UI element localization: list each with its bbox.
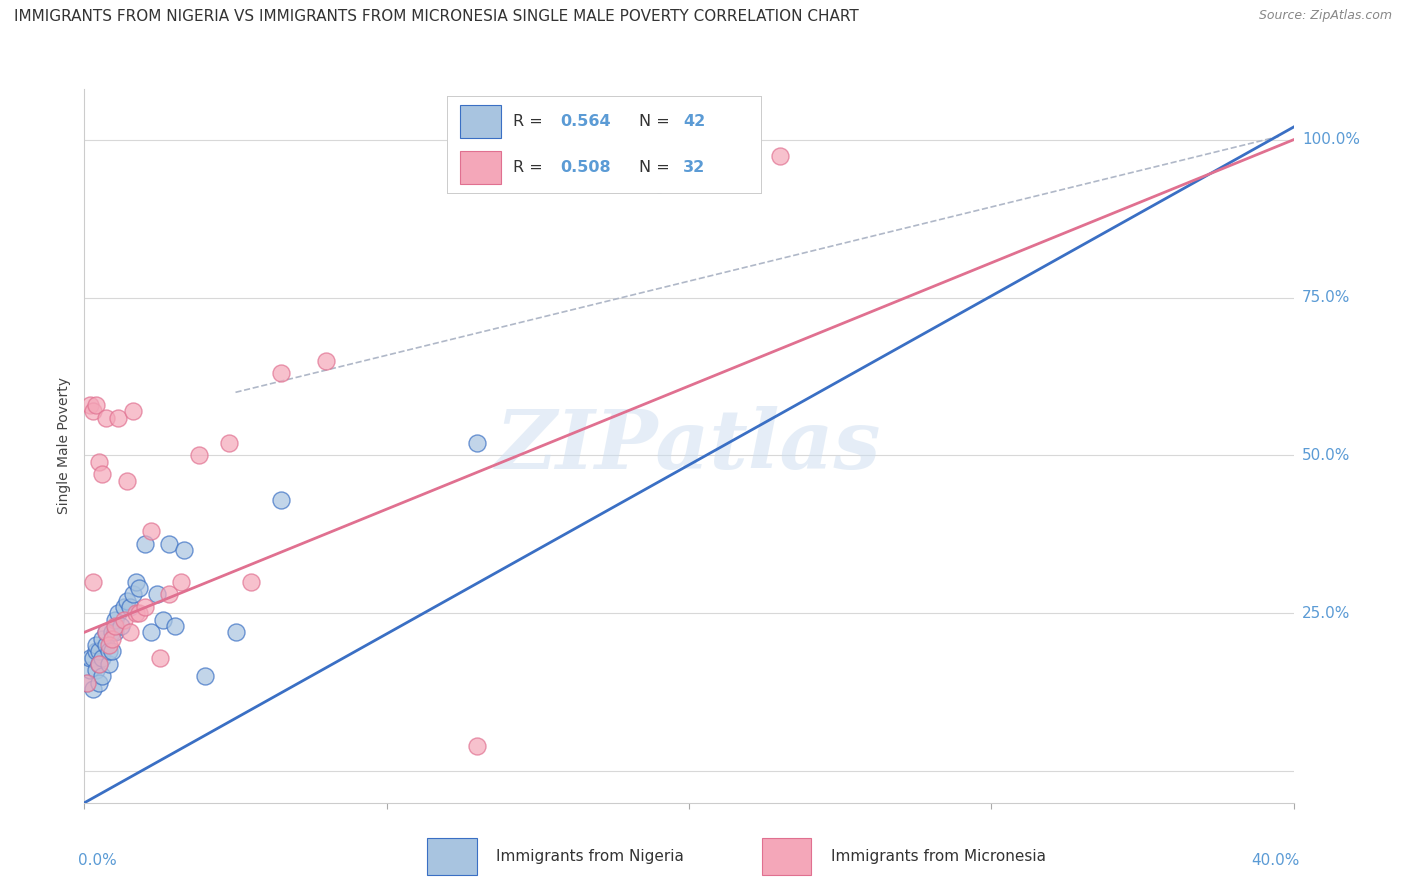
Point <box>270 492 292 507</box>
Point <box>86 398 108 412</box>
Point <box>86 663 108 677</box>
Point <box>91 467 114 482</box>
Text: 25.0%: 25.0% <box>1302 606 1350 621</box>
Point <box>139 625 162 640</box>
Point <box>100 625 122 640</box>
Point <box>112 600 135 615</box>
Point <box>97 657 120 671</box>
Point <box>89 657 111 671</box>
Point <box>239 574 262 589</box>
Point <box>467 435 489 450</box>
Point <box>97 638 120 652</box>
Point <box>149 650 172 665</box>
Bar <box>427 838 477 875</box>
Point <box>225 625 247 640</box>
Point <box>188 449 211 463</box>
Point <box>76 675 98 690</box>
Point <box>115 593 138 607</box>
Point <box>152 613 174 627</box>
Y-axis label: Single Male Poverty: Single Male Poverty <box>58 377 72 515</box>
Point <box>104 625 127 640</box>
Point <box>315 353 337 368</box>
Point <box>121 404 143 418</box>
Point <box>89 657 111 671</box>
Text: ZIPatlas: ZIPatlas <box>496 406 882 486</box>
Point <box>112 613 135 627</box>
Text: 75.0%: 75.0% <box>1302 290 1350 305</box>
Point <box>94 625 117 640</box>
Point <box>467 739 489 753</box>
Point <box>134 537 156 551</box>
Point <box>82 682 104 697</box>
Text: 100.0%: 100.0% <box>1302 132 1360 147</box>
Text: Source: ZipAtlas.com: Source: ZipAtlas.com <box>1258 9 1392 22</box>
Point <box>86 638 108 652</box>
Point <box>157 587 180 601</box>
Point <box>89 675 111 690</box>
Bar <box>762 838 811 875</box>
Point <box>157 537 180 551</box>
Point <box>82 574 104 589</box>
Point <box>76 675 98 690</box>
Text: Immigrants from Nigeria: Immigrants from Nigeria <box>496 849 685 863</box>
Point <box>121 587 143 601</box>
Point <box>82 650 104 665</box>
Point <box>91 650 114 665</box>
Point <box>218 435 240 450</box>
Point <box>107 607 129 621</box>
Point <box>270 367 292 381</box>
Point <box>100 632 122 646</box>
Point <box>94 638 117 652</box>
Text: 50.0%: 50.0% <box>1302 448 1350 463</box>
Point <box>97 644 120 658</box>
Point <box>82 404 104 418</box>
Point <box>79 650 101 665</box>
Point <box>125 607 148 621</box>
Point <box>134 600 156 615</box>
Point <box>128 607 150 621</box>
Point <box>94 625 117 640</box>
Point <box>104 619 127 633</box>
Text: 0.0%: 0.0% <box>79 853 117 868</box>
Point <box>146 587 169 601</box>
Text: 40.0%: 40.0% <box>1251 853 1299 868</box>
Text: Immigrants from Micronesia: Immigrants from Micronesia <box>831 849 1046 863</box>
Point <box>194 669 217 683</box>
Point <box>173 543 195 558</box>
Point <box>769 148 792 162</box>
Point <box>91 632 114 646</box>
Text: IMMIGRANTS FROM NIGERIA VS IMMIGRANTS FROM MICRONESIA SINGLE MALE POVERTY CORREL: IMMIGRANTS FROM NIGERIA VS IMMIGRANTS FR… <box>14 9 859 24</box>
Point <box>110 619 132 633</box>
Point <box>163 619 186 633</box>
Point <box>118 625 141 640</box>
Point <box>89 455 111 469</box>
Point <box>100 644 122 658</box>
Point <box>115 474 138 488</box>
Point <box>79 398 101 412</box>
Point <box>107 410 129 425</box>
Point <box>89 644 111 658</box>
Point <box>104 613 127 627</box>
Point <box>139 524 162 539</box>
Point <box>79 663 101 677</box>
Point <box>128 581 150 595</box>
Point <box>94 410 117 425</box>
Point <box>86 644 108 658</box>
Point <box>125 574 148 589</box>
Point <box>170 574 193 589</box>
Point <box>91 669 114 683</box>
Point <box>118 600 141 615</box>
Point <box>647 177 671 191</box>
